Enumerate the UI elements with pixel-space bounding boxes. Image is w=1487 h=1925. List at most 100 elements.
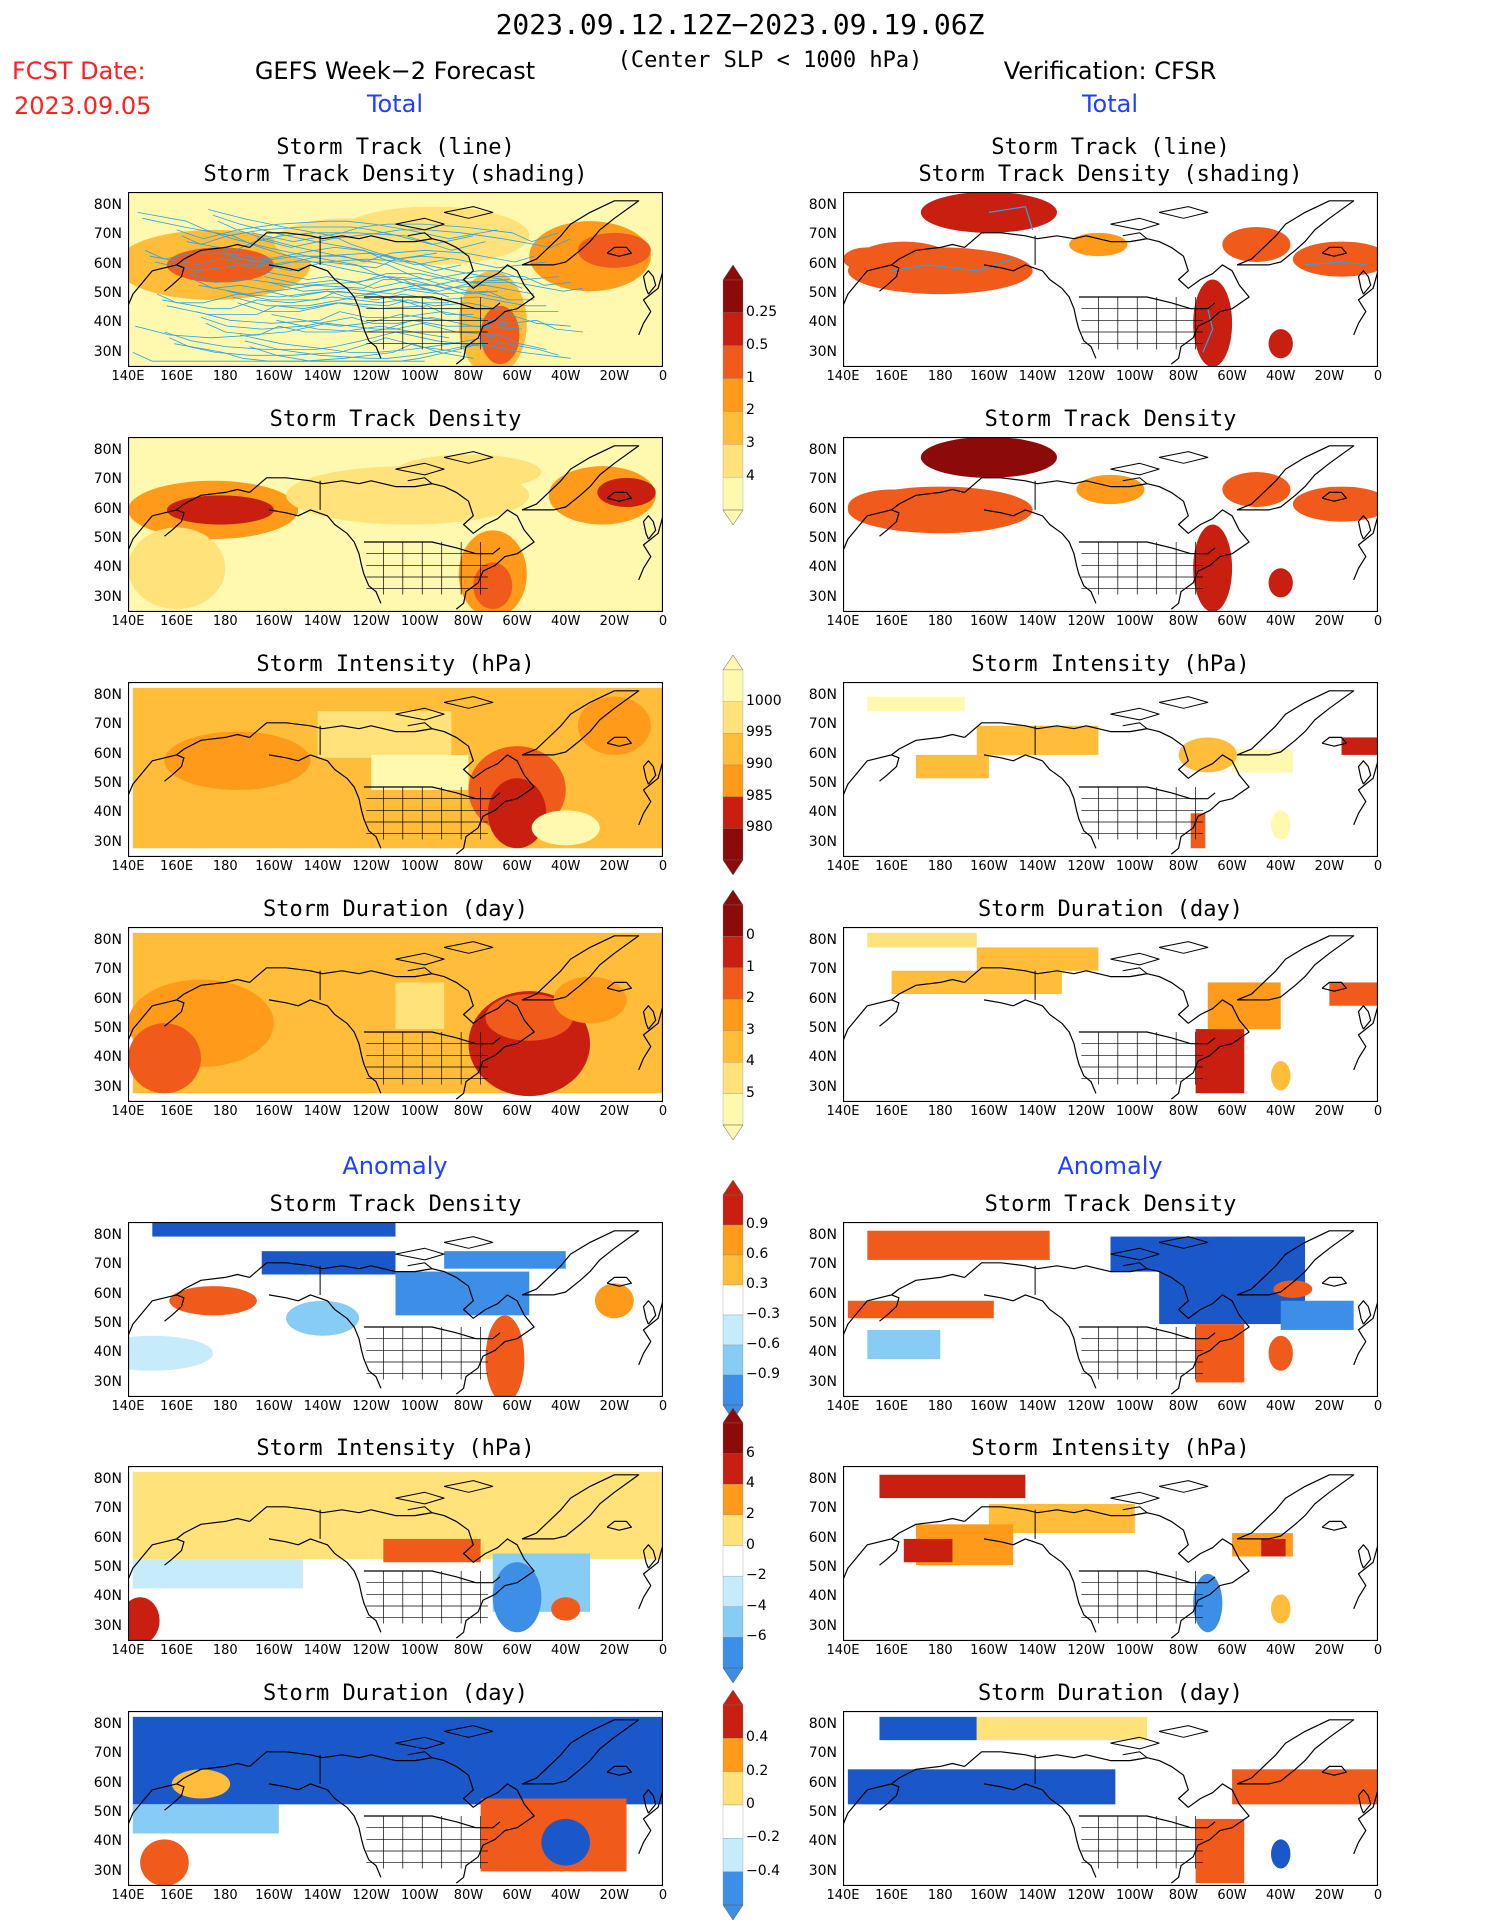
lon-tick-label: 40W — [551, 614, 581, 629]
lon-tick-label: 40W — [551, 1399, 581, 1414]
colorbar-tick-label: 0.4 — [746, 1729, 769, 1746]
lat-tick-label: 50N — [93, 1314, 122, 1331]
colorbar-anom-duration — [722, 1689, 744, 1924]
lon-tick-label: 60W — [502, 1888, 532, 1903]
lon-tick-label: 40W — [1266, 614, 1296, 629]
lon-tick-label: 140W — [303, 614, 342, 629]
lon-tick-label: 80W — [453, 614, 484, 629]
lon-tick-label: 80W — [1168, 1399, 1199, 1414]
lat-tick-label: 60N — [808, 500, 837, 517]
lat-tick-label: 60N — [93, 255, 122, 272]
left-total-label: Total — [366, 90, 424, 118]
lat-tick-label: 30N — [808, 833, 837, 850]
map-panel-intF — [128, 682, 663, 857]
lat-tick-label: 80N — [808, 1227, 837, 1243]
lat-tick-label: 70N — [93, 471, 122, 488]
lat-tick-label: 80N — [93, 687, 122, 703]
lon-tick-label: 100W — [400, 1888, 439, 1903]
lon-tick-label: 100W — [1115, 614, 1154, 629]
lon-tick-label: 160E — [160, 1399, 194, 1414]
lon-tick-label: 120W — [1067, 614, 1105, 629]
panel-title: Storm Track Density (shading) — [203, 162, 588, 187]
lon-tick-label: 100W — [1115, 859, 1154, 874]
lat-tick-label: 60N — [808, 745, 837, 762]
lon-tick-label: 20W — [599, 614, 630, 629]
fcst-date-label: FCST Date: — [12, 57, 146, 85]
right-column-title: Verification: CFSR — [1003, 57, 1217, 85]
right-anomaly-label: Anomaly — [1057, 1152, 1163, 1180]
lon-tick-label: 140W — [1018, 859, 1057, 874]
lon-tick-label: 120W — [352, 614, 390, 629]
lon-tick-label: 20W — [599, 1399, 630, 1414]
lon-tick-label: 60W — [502, 614, 532, 629]
lat-tick-label: 60N — [808, 1529, 837, 1546]
lon-tick-label: 180 — [927, 1643, 953, 1658]
lat-tick-label: 80N — [808, 687, 837, 703]
lon-tick-label: 20W — [1314, 1399, 1345, 1414]
lon-tick-label: 0 — [658, 369, 668, 384]
colorbar-tick-label: 5 — [746, 1084, 755, 1101]
colorbar-anom-intensity — [722, 1407, 744, 1687]
lon-tick-label: 0 — [658, 1104, 668, 1119]
lon-tick-label: 160E — [875, 614, 909, 629]
lat-tick-label: 60N — [808, 1285, 837, 1302]
panel-title: Storm Track Density — [984, 1192, 1237, 1217]
colorbar-tick-label: 3 — [746, 1021, 755, 1038]
lon-tick-label: 0 — [1373, 1399, 1383, 1414]
lon-tick-label: 160W — [255, 1643, 293, 1658]
lat-tick-label: 80N — [808, 197, 837, 213]
lat-tick-label: 40N — [93, 314, 122, 331]
lat-tick-label: 50N — [808, 1803, 837, 1820]
lon-tick-label: 120W — [352, 1643, 390, 1658]
lon-tick-label: 140W — [1018, 1643, 1057, 1658]
lon-tick-label: 160W — [255, 859, 293, 874]
panel-title: Storm Track (line) — [991, 135, 1230, 160]
lon-tick-label: 80W — [453, 369, 484, 384]
lat-tick-label: 30N — [808, 1373, 837, 1390]
lat-tick-label: 40N — [808, 1588, 837, 1605]
lat-tick-label: 70N — [93, 1256, 122, 1273]
colorbar-tick-label: 0 — [746, 927, 755, 944]
lon-tick-label: 100W — [1115, 1643, 1154, 1658]
lon-tick-label: 140E — [111, 1643, 145, 1658]
lat-tick-label: 40N — [808, 1833, 837, 1850]
lat-tick-label: 80N — [808, 1716, 837, 1732]
map-panel-aIntV — [843, 1466, 1378, 1641]
colorbar-tick-label: 0.3 — [746, 1276, 769, 1292]
lon-tick-label: 160E — [160, 614, 194, 629]
lon-tick-label: 40W — [1266, 1643, 1296, 1658]
lat-tick-label: 60N — [808, 255, 837, 272]
map-panel-trackV — [843, 192, 1378, 367]
lon-tick-label: 60W — [1217, 859, 1247, 874]
lat-tick-label: 80N — [93, 442, 122, 458]
lat-tick-label: 50N — [808, 774, 837, 791]
lon-tick-label: 0 — [658, 1888, 668, 1903]
lon-tick-label: 80W — [1168, 1888, 1199, 1903]
colorbar-tick-label: 990 — [746, 756, 773, 772]
lon-tick-label: 180 — [927, 1104, 953, 1119]
colorbar-tick-label: −2 — [746, 1567, 767, 1584]
lon-tick-label: 40W — [551, 859, 581, 874]
lon-tick-label: 40W — [1266, 1104, 1296, 1119]
lon-tick-label: 140W — [303, 1888, 342, 1903]
lat-tick-label: 60N — [93, 990, 122, 1007]
colorbar-total-intensity — [722, 654, 744, 879]
lon-tick-label: 140E — [111, 859, 145, 874]
lon-tick-label: 140E — [111, 369, 145, 384]
lat-tick-label: 40N — [93, 1833, 122, 1850]
lat-tick-label: 50N — [808, 529, 837, 546]
lon-tick-label: 160W — [970, 1399, 1008, 1414]
lat-tick-label: 80N — [808, 932, 837, 948]
lon-tick-label: 40W — [1266, 1888, 1296, 1903]
lon-tick-label: 160W — [970, 614, 1008, 629]
lon-tick-label: 160E — [875, 1643, 909, 1658]
lon-tick-label: 160E — [875, 1104, 909, 1119]
lon-tick-label: 120W — [352, 859, 390, 874]
lon-tick-label: 40W — [551, 1888, 581, 1903]
lon-tick-label: 40W — [1266, 369, 1296, 384]
lat-tick-label: 30N — [808, 1617, 837, 1634]
lon-tick-label: 20W — [599, 1888, 630, 1903]
lat-tick-label: 50N — [93, 1019, 122, 1036]
panel-title: Storm Intensity (hPa) — [256, 1436, 535, 1461]
panel-title: Storm Track Density — [269, 407, 522, 432]
